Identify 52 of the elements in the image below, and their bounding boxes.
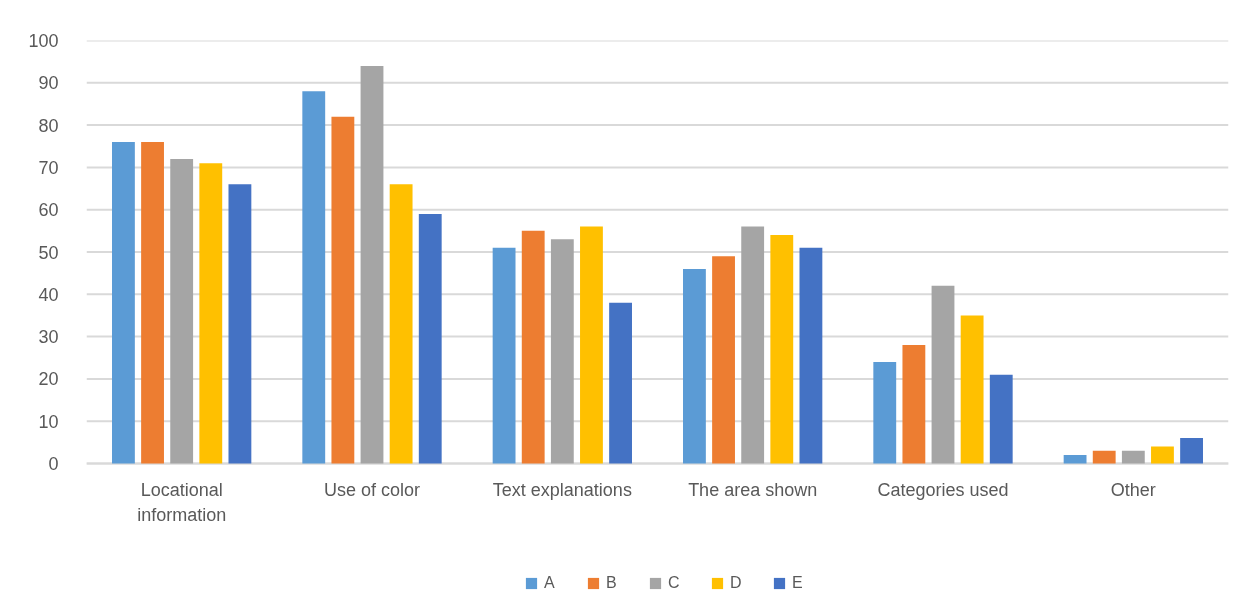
x-tick-label: The area shown	[688, 479, 818, 500]
y-tick-label: 70	[38, 157, 59, 178]
legend-label: E	[792, 574, 804, 592]
bar	[1063, 455, 1087, 464]
y-tick-label: 30	[38, 327, 59, 348]
bar	[170, 158, 194, 464]
bar	[609, 302, 632, 464]
bar	[902, 345, 926, 464]
bar	[1180, 438, 1203, 464]
bar	[1151, 446, 1174, 464]
bar	[418, 213, 442, 464]
bar	[302, 91, 326, 464]
bar	[873, 361, 897, 464]
y-tick-label: 0	[48, 454, 59, 474]
legend-label: D	[730, 574, 743, 592]
bar	[960, 315, 984, 464]
bar	[799, 247, 823, 464]
bar	[389, 184, 413, 464]
bar	[492, 247, 516, 464]
bar	[683, 268, 706, 464]
bar	[712, 256, 735, 464]
y-tick-label: 20	[38, 369, 59, 390]
x-tick-label: Other	[1110, 479, 1156, 500]
bar	[989, 374, 1013, 464]
bar	[141, 142, 164, 464]
bar	[1121, 450, 1145, 464]
legend-label: B	[606, 574, 618, 592]
x-tick-label: Categories used	[877, 479, 1009, 500]
bar	[360, 65, 384, 464]
y-tick-label: 40	[38, 284, 59, 305]
bar	[228, 184, 252, 464]
legend-label: C	[668, 574, 681, 592]
y-tick-label: 10	[38, 411, 59, 432]
bar	[550, 239, 574, 464]
y-tick-label: 100	[28, 31, 59, 51]
x-tick-label: Use of color	[323, 479, 421, 500]
bar	[521, 230, 545, 464]
y-tick-label: 50	[38, 242, 59, 263]
y-tick-label: 80	[38, 115, 59, 136]
bar	[580, 226, 603, 464]
bar	[112, 142, 135, 464]
bar	[331, 116, 355, 464]
legend-label: A	[544, 574, 556, 592]
bar	[741, 226, 765, 464]
bar	[1092, 450, 1116, 464]
bar	[931, 285, 955, 464]
bar	[199, 163, 223, 464]
bar	[770, 235, 794, 464]
x-tick-label: Text explanations	[492, 479, 632, 500]
y-tick-label: 90	[38, 73, 59, 94]
y-tick-label: 60	[38, 200, 59, 221]
x-tick-label: Locational information	[137, 479, 227, 525]
